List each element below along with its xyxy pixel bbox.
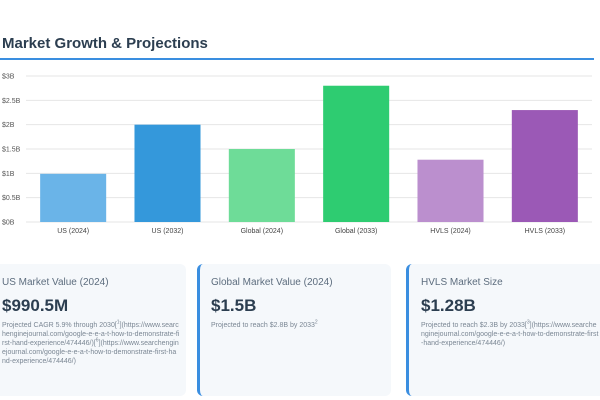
footnote-ref[interactable]: 2	[314, 319, 318, 326]
footnote-ref[interactable]: 6	[95, 337, 99, 344]
y-tick-label: $0B	[2, 220, 15, 227]
chart-svg: $0B $0.5B $1B $1.5B $2B $2.5B $3B US (2024) US (…	[2, 74, 592, 235]
y-tick-label: $2.5B	[2, 98, 21, 105]
x-tick-label: HVLS (2033)	[525, 228, 565, 235]
market-bar-chart: $0B $0.5B $1B $1.5B $2B $2.5B $3B US (2024) US (…	[0, 62, 600, 252]
card-note: Projected to reach $2.8B by 20332	[211, 319, 386, 330]
page-header: Market Growth & Projections	[0, 0, 594, 60]
x-tick-label: HVLS (2024)	[430, 228, 470, 235]
note-text: Projected to reach $2.3B by 2033[	[421, 322, 527, 329]
note-link[interactable]: ](https://www.searchenginejournal.com/go…	[2, 322, 180, 347]
x-tick-label: Global (2024)	[241, 228, 283, 235]
card-value: $990.5M	[2, 296, 69, 315]
note-text: Projected CAGR 5.9% through 2030[	[2, 322, 117, 329]
card-title: Global Market Value (2024)	[211, 277, 333, 288]
x-tick-label: US (2032)	[152, 228, 184, 235]
y-tick-label: $0.5B	[2, 195, 21, 202]
card-value: $1.5B	[211, 296, 257, 315]
stat-card-us-market: US Market Value (2024) $990.5M Projected…	[0, 264, 186, 396]
bar	[40, 173, 107, 222]
y-tick-label: $3B	[2, 74, 15, 81]
card-title: US Market Value (2024)	[2, 277, 109, 288]
note-link[interactable]: ](https://www.searchenginejournal.com/go…	[2, 340, 179, 365]
page-title: Market Growth & Projections	[2, 35, 208, 52]
y-tick-label: $1B	[2, 171, 15, 178]
note-link[interactable]: ](https://www.searchenginejournal.com/go…	[421, 322, 599, 347]
stat-card-global-market: Global Market Value (2024) $1.5B Project…	[197, 264, 391, 396]
bar	[417, 159, 484, 222]
footnote-ref[interactable]: 1	[116, 319, 120, 326]
bar	[511, 110, 578, 222]
stat-card-hvls-market: HVLS Market Size $1.28B Projected to rea…	[406, 264, 600, 396]
bar	[323, 85, 390, 222]
card-note: Projected CAGR 5.9% through 2030[1](http…	[2, 319, 180, 366]
stats-cards: US Market Value (2024) $990.5M Projected…	[0, 264, 600, 400]
y-tick-label: $2B	[2, 122, 15, 129]
x-tick-label: US (2024)	[57, 228, 89, 235]
note-text: Projected to reach $2.8B by 2033	[211, 322, 315, 329]
card-value: $1.28B	[421, 296, 476, 315]
footnote-ref[interactable]: 3	[526, 319, 530, 326]
bar	[134, 124, 201, 222]
bar	[228, 149, 295, 222]
card-note: Projected to reach $2.3B by 2033[3](http…	[421, 319, 599, 348]
card-title: HVLS Market Size	[421, 277, 503, 288]
y-tick-label: $1.5B	[2, 147, 21, 154]
x-tick-label: Global (2033)	[335, 228, 377, 235]
